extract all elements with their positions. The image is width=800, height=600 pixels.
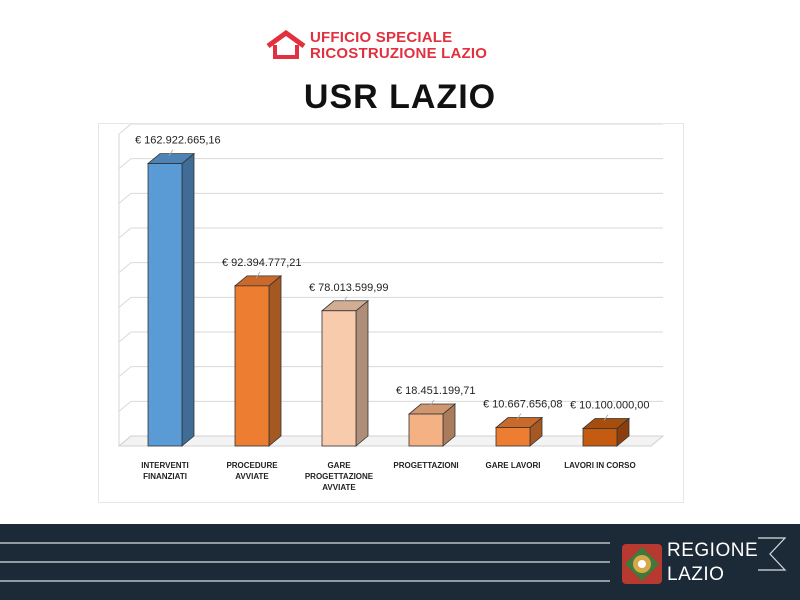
- usr-logo: UFFICIO SPECIALE RICOSTRUZIONE LAZIO: [266, 28, 526, 64]
- category-label-line: LAVORI IN CORSO: [564, 461, 635, 470]
- gridline-diagonal: [118, 400, 132, 412]
- org-name-line1: UFFICIO SPECIALE: [310, 29, 453, 46]
- data-label: € 162.922.665,16: [135, 135, 221, 147]
- bar-chart: € 162.922.665,16 INTERVENTI FINANZIATI € 92…: [117, 124, 665, 492]
- data-label-leader: [603, 414, 609, 421]
- bar: [234, 285, 270, 447]
- bar-side: [181, 152, 195, 447]
- category-label: PROCEDURE AVVIATE: [226, 461, 278, 481]
- category-label-line: PROGETTAZIONE: [305, 472, 374, 481]
- data-label: € 92.394.777,21: [222, 257, 302, 269]
- category-label-line: AVVIATE: [235, 472, 269, 481]
- gridline-diagonal: [118, 124, 132, 135]
- data-label-leader: [516, 413, 522, 420]
- page-title: USR LAZIO: [303, 78, 497, 116]
- org-name-line2: RICOSTRUZIONE LAZIO: [310, 45, 488, 62]
- chart-floor: [117, 435, 665, 447]
- category-label-line: PROCEDURE: [226, 461, 278, 470]
- category-label: LAVORI IN CORSO: [564, 461, 635, 470]
- chart-panel: € 162.922.665,16 INTERVENTI FINANZIATI € 92…: [98, 123, 684, 503]
- gridline-diagonal: [118, 158, 132, 170]
- category-label-line: PROGETTAZIONI: [393, 461, 458, 470]
- category-label-line: GARE LAVORI: [486, 461, 541, 470]
- category-label-line: GARE: [327, 461, 351, 470]
- bar-side: [268, 274, 282, 447]
- region-name-line2: LAZIO: [667, 564, 725, 585]
- bar: [495, 427, 531, 447]
- gridline-diagonal: [118, 366, 132, 378]
- bar: [408, 413, 444, 447]
- gridline-diagonal: [118, 331, 132, 343]
- data-label-leader: [342, 296, 348, 303]
- bar: [147, 163, 183, 447]
- gridline-diagonal: [118, 296, 132, 308]
- region-name-line1: REGIONE: [667, 540, 759, 561]
- gridline-diagonal: [118, 227, 132, 239]
- gridline-diagonal: [118, 262, 132, 274]
- data-label: € 18.451.199,71: [396, 385, 476, 397]
- org-name: UFFICIO SPECIALE RICOSTRUZIONE LAZIO: [310, 30, 487, 62]
- gridline-diagonal: [118, 192, 132, 204]
- category-label: PROGETTAZIONI: [393, 461, 458, 470]
- bar: [582, 428, 618, 447]
- data-label: € 78.013.599,99: [309, 282, 389, 294]
- category-label-line: FINANZIATI: [143, 472, 187, 481]
- category-label: GARE LAVORI: [486, 461, 541, 470]
- data-label-leader: [168, 149, 174, 156]
- data-label: € 10.667.656,08: [483, 399, 563, 411]
- house-icon: [266, 30, 306, 59]
- category-label-line: AVVIATE: [322, 483, 356, 492]
- region-emblem-icon: [622, 544, 662, 584]
- category-label: INTERVENTI FINANZIATI: [141, 461, 188, 481]
- data-label-leader: [429, 399, 435, 407]
- category-label: GARE PROGETTAZIONE AVVIATE: [305, 461, 374, 492]
- data-label-leader: [255, 271, 261, 279]
- bar: [321, 310, 357, 447]
- category-label-line: INTERVENTI: [141, 461, 188, 470]
- data-label: € 10.100.000,00: [570, 399, 650, 411]
- footer-bar: REGIONE LAZIO: [0, 524, 800, 600]
- bar-side: [355, 299, 369, 447]
- footer-decoration: [0, 537, 787, 582]
